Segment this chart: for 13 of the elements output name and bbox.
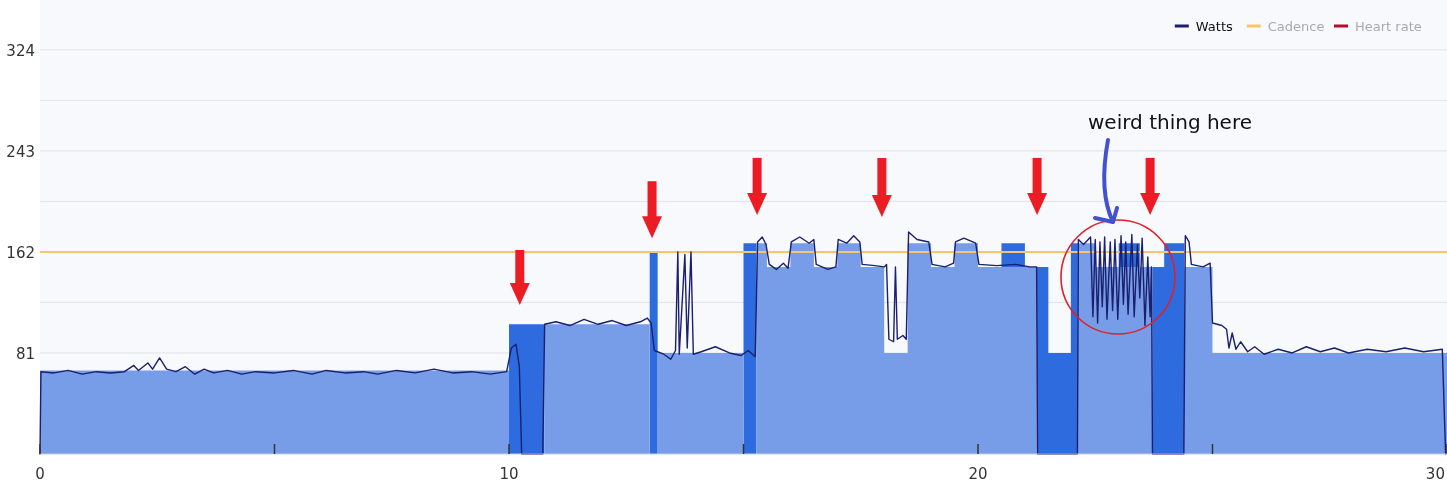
y-tick-label: 324 <box>6 41 35 60</box>
legend-label: Cadence <box>1267 19 1325 34</box>
x-tick-label: 30 <box>1425 465 1445 483</box>
x-tick-label: 0 <box>35 465 45 483</box>
x-tick-label: 20 <box>968 465 988 483</box>
legend-label: Watts <box>1195 19 1233 34</box>
y-tick-label: 162 <box>6 243 35 262</box>
y-tick-label: 81 <box>15 344 35 363</box>
legend-label: Heart rate <box>1355 19 1422 34</box>
x-tick-label: 10 <box>499 465 519 483</box>
line-series <box>39 231 1447 455</box>
y-tick-label: 243 <box>6 142 35 161</box>
annotation: weird thing here <box>1087 110 1253 134</box>
